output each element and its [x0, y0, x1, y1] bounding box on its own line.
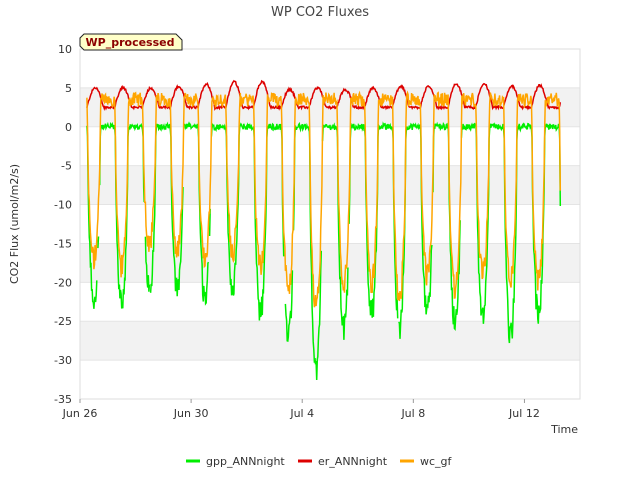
y-tick-label: 10	[58, 43, 72, 56]
y-axis: 10 5 0 -5 -10 -15 -20 -25 -30 -35	[54, 43, 72, 406]
series-lines	[86, 79, 562, 381]
grid-band	[80, 165, 580, 205]
y-tick-label: 0	[65, 121, 72, 134]
legend-label-er-annnight: er_ANNnight	[318, 455, 388, 468]
x-tick-label: Jul 8	[400, 407, 425, 420]
processed-badge: WP_processed	[79, 33, 183, 51]
badge-box	[79, 33, 183, 51]
legend-label-gpp-annnight: gpp_ANNnight	[206, 455, 285, 468]
badge-label: WP_processed	[86, 36, 175, 49]
legend-label-wc-gf: wc_gf	[420, 455, 453, 468]
y-tick-label: -10	[54, 199, 72, 212]
x-tick-label: Jun 26	[62, 407, 98, 420]
series-line-wc-gf	[86, 90, 562, 308]
y-tick-label: -15	[54, 237, 72, 250]
y-tick-label: -20	[54, 276, 72, 289]
plot-area	[79, 48, 581, 400]
y-axis-label: CO2 Flux (umol/m2/s)	[8, 164, 21, 284]
x-tick-label: Jun 30	[173, 407, 209, 420]
series-line-gpp-annnight	[86, 121, 562, 381]
x-tick-label: Jul 12	[508, 407, 540, 420]
y-tick-label: -35	[54, 393, 72, 406]
x-tick-label: Jul 4	[289, 407, 314, 420]
y-tick-label: -25	[54, 315, 72, 328]
grid-band	[80, 321, 580, 361]
y-tick-label: -30	[54, 354, 72, 367]
chart-title: WP CO2 Fluxes	[271, 5, 369, 20]
grid-band	[80, 243, 580, 283]
y-tick-label: -5	[61, 160, 72, 173]
x-axis-label: Time	[550, 423, 578, 436]
legend: gpp_ANNnight er_ANNnight wc_gf	[186, 455, 453, 468]
y-tick-label: 5	[65, 82, 72, 95]
x-axis: Jun 26 Jun 30 Jul 4 Jul 8 Jul 12	[62, 399, 540, 420]
